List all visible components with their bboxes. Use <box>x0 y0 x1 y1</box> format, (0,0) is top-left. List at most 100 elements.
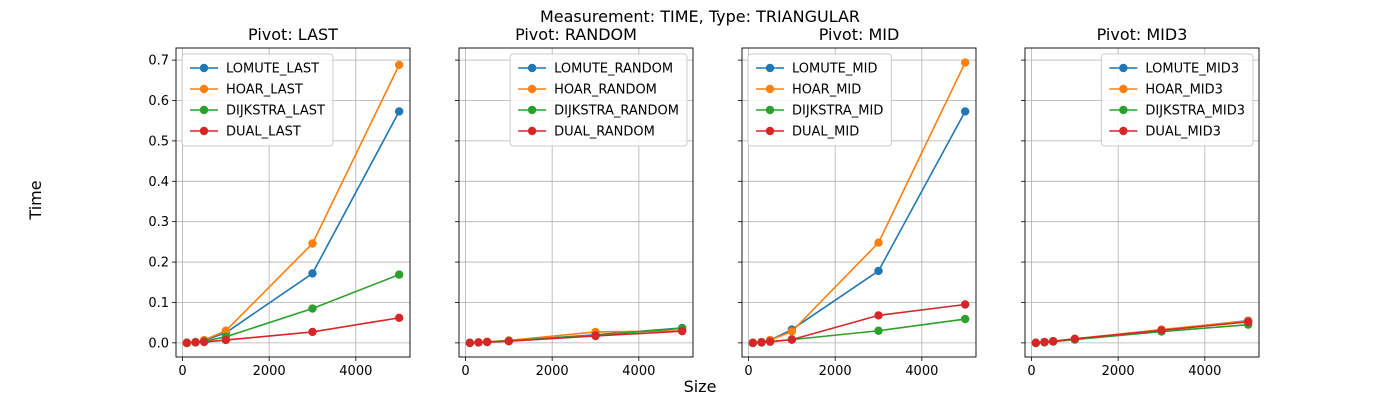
x-tick-label-1: 2000 <box>819 364 852 379</box>
legend-box <box>747 53 892 147</box>
y-tick-label-6: 0.6 <box>148 94 169 109</box>
data-point <box>874 266 883 276</box>
x-tick-label-2: 4000 <box>339 364 372 379</box>
y-tick-label-1: 0.1 <box>148 296 169 311</box>
panel-3: 0 2000 4000 Pivot: MID3 LOMUTE_MID3 HOAR_MID3… <box>1021 25 1260 379</box>
legend-label: HOAR_RANDOM <box>554 83 657 98</box>
data-point <box>960 300 970 309</box>
data-point <box>191 338 200 347</box>
panel-title: Pivot: MID <box>819 25 900 44</box>
legend-entry: HOAR_MID3 <box>1109 83 1223 98</box>
panel-0: 0 2000 4000 0.0 0.1 0.2 0.3 0.4 0.5 0.6 0.7 Pivot: … <box>148 25 411 379</box>
legend: LOMUTE_MID3 HOAR_MID3 DIJKSTRA_MID3 DUAL_MI… <box>1100 53 1254 147</box>
panel-title: Pivot: MID3 <box>1097 25 1188 44</box>
figure-xlabel: Size <box>684 377 717 396</box>
x-tick-label-0: 0 <box>461 364 469 379</box>
y-tick-label-7: 0.7 <box>148 54 169 69</box>
legend-entry: LOMUTE_MID <box>756 62 877 77</box>
legend-label: LOMUTE_MID3 <box>1145 62 1239 77</box>
x-tick-label-0: 0 <box>1027 364 1035 379</box>
legend-entry: LOMUTE_RANDOM <box>518 62 673 77</box>
data-point <box>504 337 514 346</box>
legend-swatch-marker <box>199 84 209 94</box>
legend-label: DUAL_LAST <box>226 125 301 140</box>
panel-title: Pivot: RANDOM <box>515 25 637 44</box>
legend-entry: HOAR_LAST <box>190 83 303 98</box>
plot-area <box>182 60 404 348</box>
legend-entry: HOAR_MID <box>756 83 861 98</box>
legend-swatch-marker <box>1119 126 1128 136</box>
legend-label: HOAR_LAST <box>226 83 303 98</box>
legend-entry: DIJKSTRA_RANDOM <box>518 104 679 119</box>
data-point <box>960 107 970 116</box>
data-point <box>1243 317 1253 327</box>
panel-title: Pivot: LAST <box>248 25 338 44</box>
legend-swatch-marker <box>1119 84 1128 94</box>
data-point <box>465 338 475 348</box>
series-3 <box>465 326 687 348</box>
legend-entry: DUAL_MID <box>756 125 859 140</box>
y-tick-label-5: 0.5 <box>148 134 169 149</box>
data-point <box>182 338 192 348</box>
data-point <box>394 60 404 70</box>
legend-swatch-marker <box>765 63 775 73</box>
legend-entry: LOMUTE_LAST <box>190 62 319 77</box>
data-point <box>874 311 883 320</box>
legend-label: DIJKSTRA_LAST <box>226 104 325 119</box>
data-point <box>308 304 317 313</box>
x-tick-label-0: 0 <box>178 364 186 379</box>
panel-2: 0 2000 4000 Pivot: MID LOMUTE_MID HOAR_MID DIJ… <box>738 25 977 379</box>
data-point <box>677 326 687 336</box>
panels: 0 2000 4000 0.0 0.1 0.2 0.3 0.4 0.5 0.6 0.7 Pivot: … <box>148 25 1260 379</box>
legend-swatch-marker <box>527 105 537 115</box>
legend-swatch-marker <box>527 63 537 73</box>
legend-swatch-marker <box>199 63 209 73</box>
legend-swatch-marker <box>1119 105 1128 115</box>
data-point <box>591 331 600 341</box>
data-point <box>765 337 775 346</box>
axes-frame <box>1024 47 1260 358</box>
data-point <box>1040 337 1049 347</box>
data-point <box>787 327 797 336</box>
data-point <box>394 313 404 323</box>
plot-area <box>465 323 687 348</box>
x-tick-label-2: 4000 <box>905 364 938 379</box>
legend-swatch-marker <box>765 84 775 94</box>
legend: LOMUTE_MID HOAR_MID DIJKSTRA_MID DUAL_MID <box>747 53 892 147</box>
legend-swatch-marker <box>527 84 537 94</box>
data-point <box>221 335 231 345</box>
legend-box <box>181 53 334 147</box>
axes-frame <box>458 47 694 358</box>
legend-entry: HOAR_RANDOM <box>518 83 657 98</box>
data-point <box>221 326 231 335</box>
panel-1: 0 2000 4000 Pivot: RANDOM LOMUTE_RANDOM HOAR_… <box>455 25 694 379</box>
legend-label: HOAR_MID <box>792 83 861 98</box>
legend-entry: DUAL_LAST <box>190 125 301 140</box>
data-point <box>199 337 209 347</box>
data-point <box>308 327 317 337</box>
legend: LOMUTE_RANDOM HOAR_RANDOM DIJKSTRA_RANDOM D… <box>509 53 688 147</box>
legend: LOMUTE_LAST HOAR_LAST DIJKSTRA_LAST DUAL_LA… <box>181 53 334 147</box>
legend-entry: DIJKSTRA_LAST <box>190 104 325 119</box>
data-point <box>474 338 483 347</box>
data-point <box>1031 338 1041 348</box>
x-tick-label-0: 0 <box>744 364 752 379</box>
legend-entry: DIJKSTRA_MID3 <box>1109 104 1245 119</box>
plot-area <box>1031 316 1253 348</box>
legend-label: DUAL_MID <box>792 125 859 140</box>
legend-label: DIJKSTRA_MID3 <box>1145 104 1245 119</box>
legend-entry: DIJKSTRA_MID <box>756 104 883 119</box>
x-tick-label-1: 2000 <box>536 364 569 379</box>
data-point <box>787 335 797 344</box>
legend-box <box>1100 53 1254 147</box>
legend-swatch-marker <box>765 105 775 115</box>
legend-swatch-marker <box>765 126 775 136</box>
data-point <box>482 337 492 347</box>
series-3 <box>1031 317 1253 348</box>
legend-swatch-marker <box>199 105 209 115</box>
legend-label: LOMUTE_LAST <box>226 62 319 77</box>
legend-box <box>509 53 688 147</box>
data-point <box>1048 337 1058 346</box>
data-point <box>308 239 317 248</box>
